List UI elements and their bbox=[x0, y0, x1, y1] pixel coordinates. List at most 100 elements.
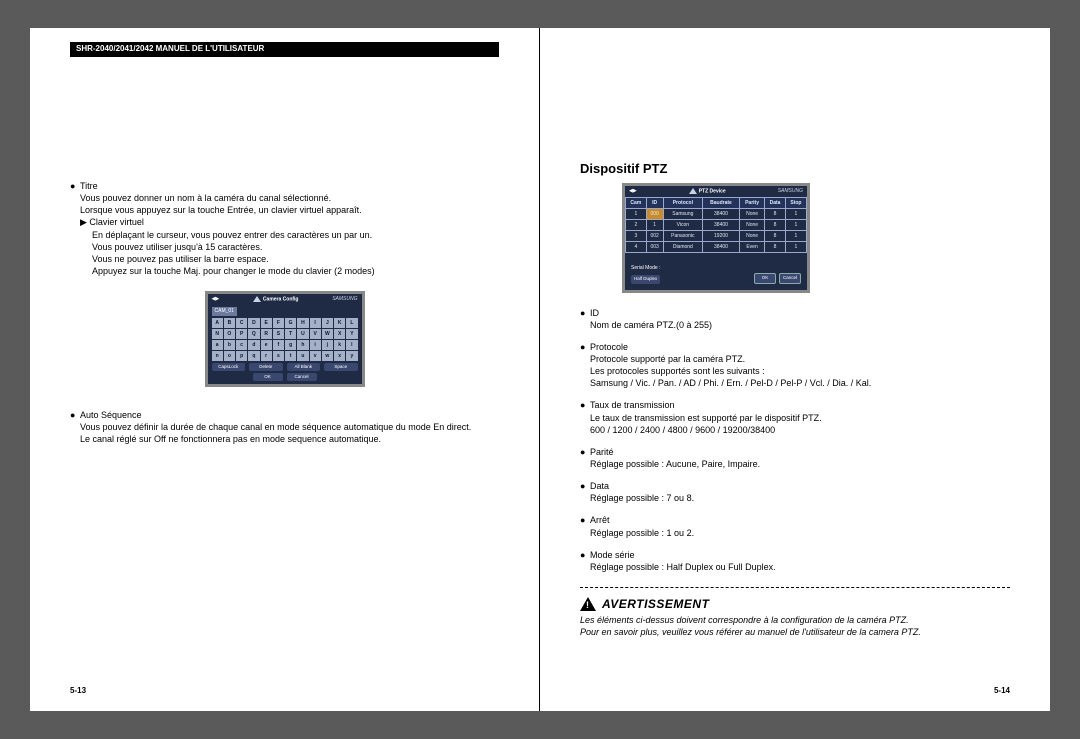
key-l[interactable]: l bbox=[346, 340, 357, 350]
bullet-icon: ● bbox=[580, 399, 590, 411]
space-button[interactable]: Space bbox=[324, 363, 358, 371]
half-duplex-button[interactable]: Half Duplex bbox=[631, 275, 660, 283]
key-t[interactable]: t bbox=[285, 351, 296, 361]
key-E[interactable]: E bbox=[261, 318, 272, 328]
key-N[interactable]: N bbox=[212, 329, 223, 339]
cell: None bbox=[739, 219, 764, 230]
play-icon bbox=[253, 296, 261, 302]
cancel-button[interactable]: Cancel bbox=[287, 373, 317, 381]
key-o[interactable]: o bbox=[224, 351, 235, 361]
key-Y[interactable]: Y bbox=[346, 329, 357, 339]
key-c[interactable]: c bbox=[236, 340, 247, 350]
key-S[interactable]: S bbox=[273, 329, 284, 339]
cell: 1 bbox=[626, 208, 647, 219]
key-J[interactable]: J bbox=[322, 318, 333, 328]
key-f[interactable]: f bbox=[273, 340, 284, 350]
cv-line2: Vous pouvez utiliser jusqu'à 15 caractèr… bbox=[70, 241, 499, 253]
auto-line1: Vous pouvez définir la durée de chaque c… bbox=[70, 421, 499, 433]
cv-line1: En déplaçant le curseur, vous pouvez ent… bbox=[70, 229, 499, 241]
nav-arrows-icon: ◀▶ bbox=[212, 296, 220, 303]
arret-line1: Réglage possible : 1 ou 2. bbox=[580, 527, 1010, 539]
bullet-icon: ● bbox=[580, 514, 590, 526]
page-right: Dispositif PTZ ◀▶ PTZ Device SAMSUNG Cam… bbox=[540, 28, 1050, 711]
parite-line1: Réglage possible : Aucune, Paire, Impair… bbox=[580, 458, 1010, 470]
cell: 1 bbox=[785, 208, 806, 219]
key-X[interactable]: X bbox=[334, 329, 345, 339]
key-F[interactable]: F bbox=[273, 318, 284, 328]
key-C[interactable]: C bbox=[236, 318, 247, 328]
key-k[interactable]: k bbox=[334, 340, 345, 350]
ok-button[interactable]: OK bbox=[754, 273, 776, 283]
key-y[interactable]: y bbox=[346, 351, 357, 361]
key-I[interactable]: I bbox=[310, 318, 321, 328]
key-d[interactable]: d bbox=[248, 340, 259, 350]
key-U[interactable]: U bbox=[297, 329, 308, 339]
bullet-icon: ● bbox=[580, 549, 590, 561]
key-K[interactable]: K bbox=[334, 318, 345, 328]
cell: 1 bbox=[785, 230, 806, 241]
titre-line1: Vous pouvez donner un nom à la caméra du… bbox=[70, 192, 499, 204]
key-b[interactable]: b bbox=[224, 340, 235, 350]
mode-line1: Réglage possible : Half Duplex ou Full D… bbox=[580, 561, 1010, 573]
warning-title: AVERTISSEMENT bbox=[602, 596, 709, 612]
key-n[interactable]: n bbox=[212, 351, 223, 361]
key-Q[interactable]: Q bbox=[248, 329, 259, 339]
delete-button[interactable]: Delete bbox=[249, 363, 283, 371]
key-u[interactable]: u bbox=[297, 351, 308, 361]
section-heading: Dispositif PTZ bbox=[580, 160, 1010, 178]
key-a[interactable]: a bbox=[212, 340, 223, 350]
baud-line1: Le taux de transmission est supporté par… bbox=[580, 412, 1010, 424]
cell: 002 bbox=[646, 230, 663, 241]
all-blank-button[interactable]: All Blank bbox=[287, 363, 321, 371]
header-bar: SHR-2040/2041/2042 MANUEL DE L'UTILISATE… bbox=[70, 42, 499, 57]
warning-line2: Pour en savoir plus, veuillez vous référ… bbox=[580, 626, 1010, 638]
key-P[interactable]: P bbox=[236, 329, 247, 339]
key-L[interactable]: L bbox=[346, 318, 357, 328]
bullet-icon: ● bbox=[580, 446, 590, 458]
key-e[interactable]: e bbox=[261, 340, 272, 350]
cancel-button[interactable]: Cancel bbox=[779, 273, 801, 283]
key-W[interactable]: W bbox=[322, 329, 333, 339]
capslock-button[interactable]: CapsLock bbox=[212, 363, 246, 371]
key-j[interactable]: j bbox=[322, 340, 333, 350]
key-A[interactable]: A bbox=[212, 318, 223, 328]
key-T[interactable]: T bbox=[285, 329, 296, 339]
key-D[interactable]: D bbox=[248, 318, 259, 328]
page-number-right: 5-14 bbox=[994, 686, 1010, 697]
ok-button[interactable]: OK bbox=[253, 373, 283, 381]
shot-title: Camera Config bbox=[263, 296, 299, 302]
key-V[interactable]: V bbox=[310, 329, 321, 339]
cell: 8 bbox=[765, 208, 786, 219]
ptz-table: CamIDProtocolBaudrateParityDataStop 1000… bbox=[625, 197, 807, 253]
titre-line2: Lorsque vous appuyez sur la touche Entré… bbox=[70, 204, 499, 216]
key-H[interactable]: H bbox=[297, 318, 308, 328]
parite-label: Parité bbox=[590, 446, 1010, 458]
key-O[interactable]: O bbox=[224, 329, 235, 339]
key-R[interactable]: R bbox=[261, 329, 272, 339]
key-G[interactable]: G bbox=[285, 318, 296, 328]
table-row: 3002Panasonic19200None81 bbox=[626, 230, 807, 241]
id-line1: Nom de caméra PTZ.(0 à 255) bbox=[580, 319, 1010, 331]
cell: 19200 bbox=[703, 230, 740, 241]
cell: 38400 bbox=[703, 219, 740, 230]
key-g[interactable]: g bbox=[285, 340, 296, 350]
key-r[interactable]: r bbox=[261, 351, 272, 361]
key-q[interactable]: q bbox=[248, 351, 259, 361]
arret-label: Arrêt bbox=[590, 514, 1010, 526]
key-p[interactable]: p bbox=[236, 351, 247, 361]
key-x[interactable]: x bbox=[334, 351, 345, 361]
col-baudrate: Baudrate bbox=[703, 197, 740, 208]
key-v[interactable]: v bbox=[310, 351, 321, 361]
key-h[interactable]: h bbox=[297, 340, 308, 350]
table-row: 21Vicon38400None81 bbox=[626, 219, 807, 230]
ptz-device-screenshot: ◀▶ PTZ Device SAMSUNG CamIDProtocolBaudr… bbox=[622, 183, 810, 293]
key-s[interactable]: s bbox=[273, 351, 284, 361]
key-i[interactable]: i bbox=[310, 340, 321, 350]
cell: 8 bbox=[765, 230, 786, 241]
key-w[interactable]: w bbox=[322, 351, 333, 361]
cell: 3 bbox=[626, 230, 647, 241]
serial-mode-label: Serial Mode : bbox=[631, 265, 660, 272]
key-B[interactable]: B bbox=[224, 318, 235, 328]
camera-config-screenshot: ◀▶ Camera Config SAMSUNG CAM_01 ABCDEFGH… bbox=[205, 291, 365, 387]
col-stop: Stop bbox=[785, 197, 806, 208]
